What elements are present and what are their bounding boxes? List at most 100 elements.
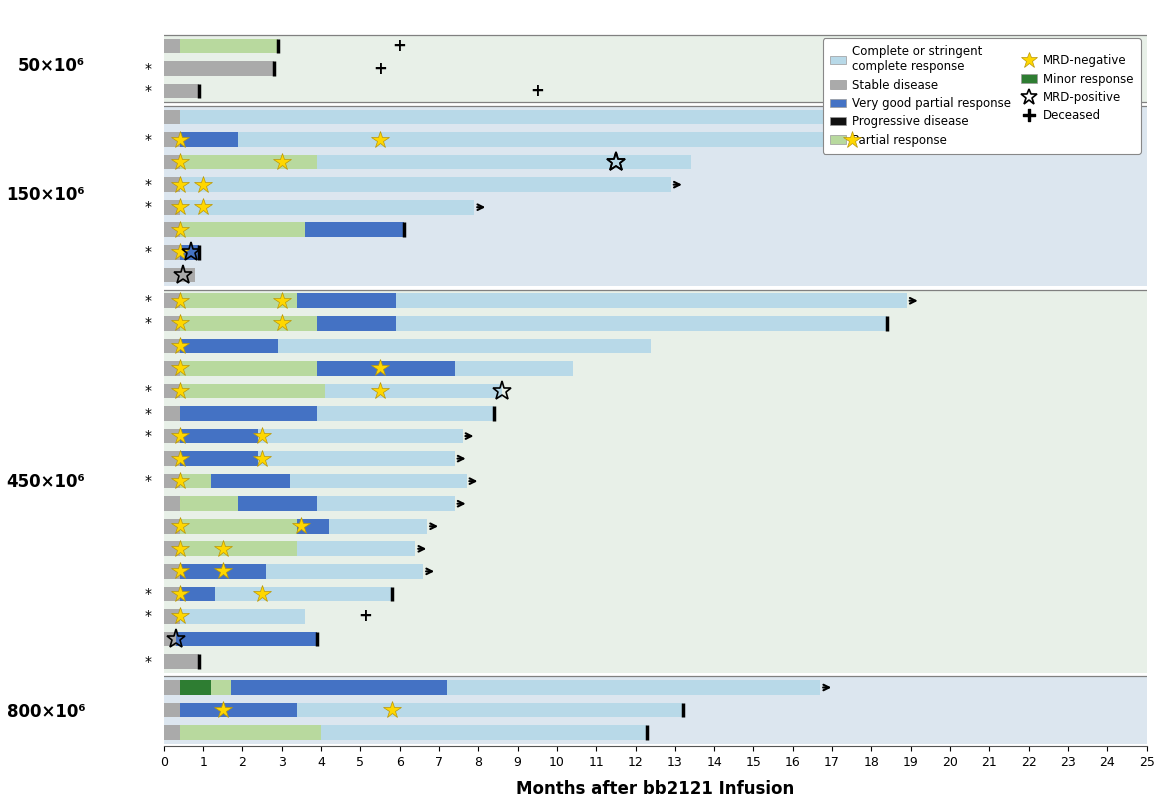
Bar: [259, 429, 462, 444]
Bar: [447, 680, 820, 695]
Bar: [164, 105, 1147, 286]
Bar: [164, 294, 179, 308]
Bar: [297, 519, 329, 534]
Text: 150×10⁶: 150×10⁶: [7, 186, 85, 204]
Bar: [164, 564, 179, 579]
Text: *: *: [145, 384, 152, 398]
Bar: [164, 542, 179, 556]
Bar: [179, 316, 317, 331]
Bar: [179, 725, 321, 740]
Text: 50×10⁶: 50×10⁶: [18, 58, 85, 75]
Text: *: *: [145, 609, 152, 624]
Legend: Complete or stringent
complete response, Stable disease, Very good partial respo: Complete or stringent complete response,…: [823, 38, 1141, 154]
Bar: [227, 384, 325, 398]
Bar: [164, 316, 179, 331]
Text: *: *: [145, 200, 152, 214]
Bar: [317, 155, 690, 169]
Bar: [179, 519, 297, 534]
Text: *: *: [145, 474, 152, 488]
Text: +: +: [393, 37, 407, 55]
Bar: [179, 39, 277, 54]
Bar: [164, 496, 179, 511]
Bar: [164, 676, 1147, 744]
Bar: [317, 316, 395, 331]
Bar: [179, 294, 297, 308]
Bar: [164, 586, 179, 601]
Bar: [164, 61, 274, 76]
Bar: [179, 222, 305, 237]
Bar: [164, 474, 179, 488]
Bar: [164, 268, 195, 282]
Bar: [317, 496, 455, 511]
Bar: [297, 542, 415, 556]
Bar: [164, 155, 179, 169]
Bar: [179, 338, 277, 354]
Bar: [164, 109, 179, 124]
Bar: [179, 586, 215, 601]
Bar: [164, 132, 179, 147]
Bar: [164, 632, 176, 646]
Bar: [164, 361, 179, 375]
Bar: [164, 680, 179, 695]
Bar: [179, 132, 239, 147]
Bar: [164, 519, 179, 534]
Bar: [211, 474, 290, 488]
Bar: [179, 542, 297, 556]
Bar: [329, 519, 427, 534]
Text: +: +: [358, 607, 372, 625]
Text: *: *: [145, 429, 152, 443]
Text: *: *: [145, 84, 152, 98]
Bar: [230, 680, 447, 695]
Text: *: *: [145, 654, 152, 668]
Bar: [179, 680, 211, 695]
Bar: [179, 109, 1037, 124]
Text: 800×10⁶: 800×10⁶: [7, 703, 85, 721]
Bar: [176, 632, 317, 646]
Bar: [395, 316, 887, 331]
Text: *: *: [145, 62, 152, 75]
Bar: [164, 725, 179, 740]
Bar: [164, 290, 1147, 673]
Text: *: *: [145, 294, 152, 308]
Text: *: *: [145, 178, 152, 191]
Bar: [179, 178, 670, 192]
Bar: [164, 429, 179, 444]
Text: *: *: [145, 245, 152, 260]
Bar: [325, 384, 502, 398]
Bar: [305, 222, 404, 237]
Bar: [164, 406, 179, 421]
Bar: [164, 609, 179, 624]
Bar: [179, 609, 305, 624]
Bar: [179, 361, 317, 375]
Bar: [211, 680, 230, 695]
Bar: [455, 361, 572, 375]
Text: *: *: [145, 406, 152, 421]
Text: +: +: [530, 82, 544, 100]
Bar: [164, 84, 199, 98]
Bar: [277, 155, 317, 169]
Bar: [164, 39, 179, 54]
Bar: [164, 35, 1147, 102]
Bar: [179, 429, 259, 444]
Bar: [215, 586, 392, 601]
Bar: [317, 406, 494, 421]
Bar: [259, 451, 455, 466]
Text: *: *: [145, 316, 152, 330]
Bar: [164, 222, 179, 237]
Bar: [179, 702, 297, 718]
Bar: [317, 361, 455, 375]
Bar: [239, 132, 1025, 147]
Text: 450×10⁶: 450×10⁶: [6, 473, 85, 491]
Bar: [179, 564, 266, 579]
Bar: [297, 702, 683, 718]
Bar: [179, 245, 199, 260]
Bar: [321, 725, 647, 740]
Bar: [297, 294, 395, 308]
X-axis label: Months after bb2121 Infusion: Months after bb2121 Infusion: [516, 780, 794, 798]
Bar: [179, 155, 277, 169]
Bar: [164, 451, 179, 466]
Text: *: *: [145, 587, 152, 601]
Bar: [266, 564, 424, 579]
Bar: [164, 200, 179, 215]
Text: *: *: [145, 132, 152, 147]
